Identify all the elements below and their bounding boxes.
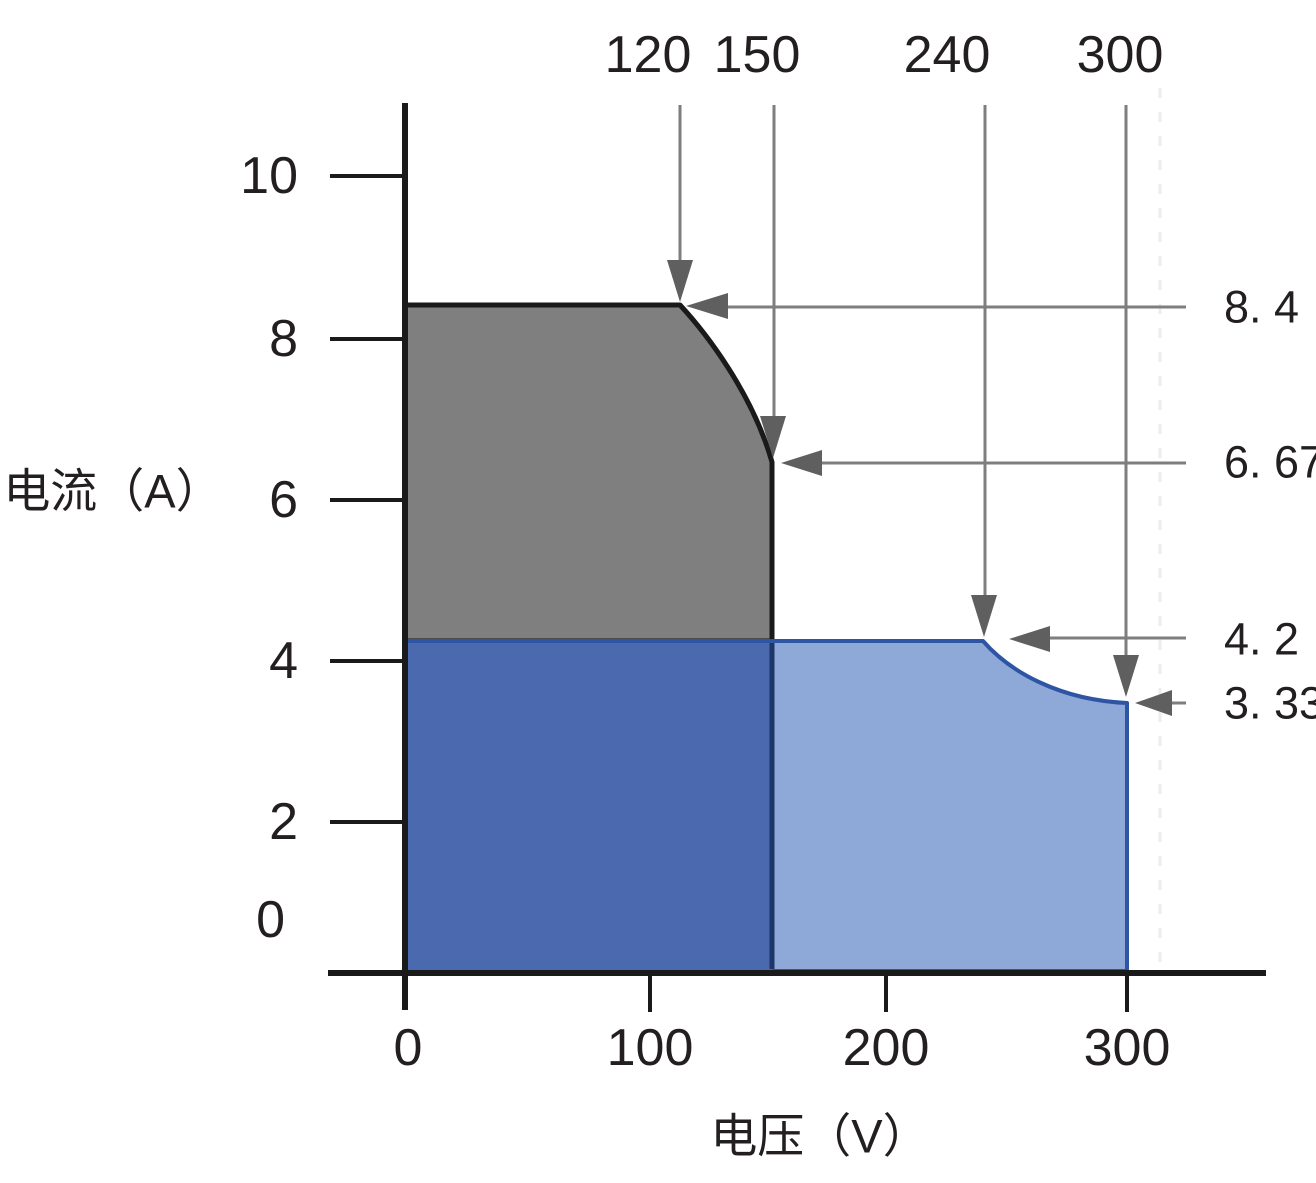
arrowhead-down-240v xyxy=(971,595,997,637)
y-tick-label-8: 8 xyxy=(269,310,298,368)
x-tick-label-100: 100 xyxy=(607,1019,694,1077)
arrowhead-left-8-4a xyxy=(686,293,728,319)
arrowhead-down-120v xyxy=(667,260,693,302)
arrowhead-left-3-33a xyxy=(1135,690,1172,716)
y-axis-ticks xyxy=(330,174,405,824)
callout-label-150v: 150 xyxy=(714,26,801,84)
x-axis-title: 电压（V） xyxy=(710,1110,929,1163)
callout-label-240v: 240 xyxy=(904,26,991,84)
arrowhead-left-4-2a xyxy=(1009,626,1050,652)
x-axis-ticks xyxy=(648,973,1129,1012)
region-low-voltage xyxy=(402,302,775,644)
y-axis-title: 电流（A） xyxy=(3,465,222,518)
arrowhead-down-300v xyxy=(1113,655,1139,697)
y-tick-label-4: 4 xyxy=(269,632,298,690)
region-overlap xyxy=(405,641,772,971)
arrowhead-left-6-67a xyxy=(781,450,822,476)
x-tick-label-300: 300 xyxy=(1084,1019,1171,1077)
callout-label-4-2a: 4. 2 xyxy=(1224,614,1299,665)
callout-label-6-67a: 6. 67 xyxy=(1224,437,1316,488)
x-tick-label-0: 0 xyxy=(394,1019,423,1077)
y-tick-label-0: 0 xyxy=(256,891,285,949)
x-tick-label-200: 200 xyxy=(843,1019,930,1077)
callout-lines xyxy=(678,105,1186,705)
arrowhead-down-150v xyxy=(760,416,786,458)
callout-label-300v: 300 xyxy=(1077,26,1164,84)
callout-label-120v: 120 xyxy=(605,26,692,84)
callout-label-8-4a: 8. 4 xyxy=(1224,282,1299,333)
y-tick-label-2: 2 xyxy=(269,793,298,851)
y-tick-label-6: 6 xyxy=(269,471,298,529)
callout-arrowheads xyxy=(667,260,1172,716)
y-tick-label-10: 10 xyxy=(240,147,298,205)
callout-label-3-33a: 3. 33 xyxy=(1224,678,1316,729)
